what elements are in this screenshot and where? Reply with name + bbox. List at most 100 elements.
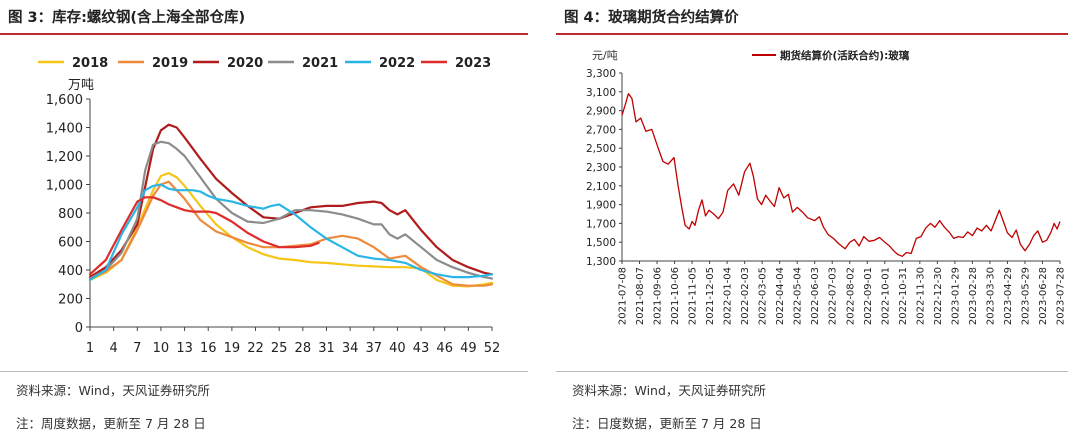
x-tick-label: 4 (110, 341, 118, 356)
x-tick-label: 2022-09-01 (863, 267, 874, 325)
x-tick-label: 16 (200, 341, 217, 356)
y-tick-label: 800 (58, 207, 83, 222)
legend-item-2020: 2020 (193, 56, 263, 71)
rebar-chart-title: 图 3：库存:螺纹钢(含上海全部仓库) (8, 10, 246, 26)
x-tick-label: 49 (460, 341, 477, 356)
x-tick-label: 2022-08-02 (845, 267, 856, 325)
y-axis-unit: 万吨 (68, 78, 94, 93)
x-tick-label: 2022-02-03 (740, 267, 751, 325)
rebar-chart-note: 注：周度数据，更新至 7 月 28 日 (16, 416, 206, 431)
y-tick-label: 1,200 (46, 150, 83, 165)
x-tick-label: 2023-01-29 (950, 267, 961, 325)
x-tick-label: 2021-11-05 (688, 267, 699, 325)
glass-chart-source: 资料来源：Wind，天风证券研究所 (572, 383, 766, 398)
x-tick-label: 43 (413, 341, 430, 356)
x-tick-label: 2023-05-29 (1021, 267, 1032, 325)
x-tick-label: 2022-11-30 (915, 267, 926, 325)
x-tick-label: 25 (271, 341, 288, 356)
legend-label-2021: 2021 (302, 56, 338, 71)
legend-item-2022: 2022 (345, 56, 415, 71)
series-line-2022 (88, 183, 494, 282)
legend-label-2019: 2019 (152, 56, 188, 71)
y-tick-label: 1,300 (586, 256, 616, 268)
legend-item-glass: 期货结算价(活跃合约):玻璃 (752, 49, 910, 62)
title-divider (0, 33, 528, 35)
title-divider (556, 33, 1068, 35)
y-tick-label: 1,500 (586, 237, 616, 249)
series-line-glass (621, 93, 1061, 257)
x-tick-label: 2022-06-03 (810, 267, 821, 325)
y-tick-label: 1,400 (46, 122, 83, 137)
series-line-2023 (88, 196, 320, 276)
y-tick-label: 200 (58, 293, 83, 308)
x-tick-label: 2023-03-30 (985, 267, 996, 325)
x-tick-label: 2022-12-30 (933, 267, 944, 325)
y-tick-label: 0 (75, 321, 83, 336)
legend-item-2023: 2023 (421, 56, 491, 71)
legend-label-2020: 2020 (227, 56, 263, 71)
x-tick-label: 2022-10-01 (880, 267, 891, 325)
x-tick-label: 2021-12-05 (705, 267, 716, 325)
y-tick-label: 2,500 (586, 143, 616, 155)
rebar-chart-source: 资料来源：Wind，天风证券研究所 (16, 383, 210, 398)
y-tick-label: 3,300 (586, 68, 616, 80)
series-line-2020 (88, 123, 494, 279)
x-tick-label: 52 (484, 341, 501, 356)
source-divider (556, 371, 1068, 372)
legend-item-2018: 2018 (38, 56, 108, 71)
x-tick-label: 2021-09-06 (653, 267, 664, 325)
legend-label-2022: 2022 (379, 56, 415, 71)
series-line-2018 (88, 172, 494, 288)
source-divider (0, 371, 528, 372)
glass-futures-panel: 图 4：玻璃期货合约结算价 元/吨 期货结算价(活跃合约):玻璃 1,300 1,50… (556, 0, 1080, 435)
x-tick-label: 22 (247, 341, 264, 356)
x-tick-label: 2022-03-05 (758, 267, 769, 325)
x-tick-label: 2021-08-07 (635, 267, 646, 325)
x-tick-label: 2022-07-03 (828, 267, 839, 325)
legend-label-glass: 期货结算价(活跃合约):玻璃 (780, 49, 910, 62)
x-tick-label: 2023-07-28 (1056, 267, 1067, 325)
x-tick-label: 37 (365, 341, 382, 356)
x-tick-label: 2021-07-08 (618, 267, 629, 325)
glass-chart-title: 图 4：玻璃期货合约结算价 (564, 10, 739, 26)
x-tick-label: 28 (295, 341, 312, 356)
y-tick-label: 1,000 (46, 179, 83, 194)
y-tick-label: 600 (58, 236, 83, 251)
rebar-inventory-chart: 2018 2019 2020 2021 2022 2023 万吨 0 200 400 600 800 1… (38, 56, 501, 356)
x-tick-label: 19 (224, 341, 241, 356)
x-tick-label: 13 (176, 341, 193, 356)
legend-item-2019: 2019 (118, 56, 188, 71)
glass-chart-note: 注：日度数据，更新至 7 月 28 日 (572, 416, 762, 431)
x-tick-label: 2022-01-04 (723, 267, 734, 325)
legend-label-2023: 2023 (455, 56, 491, 71)
x-tick-label: 34 (342, 341, 359, 356)
y-tick-label: 1,700 (586, 218, 616, 230)
x-tick-label: 2021-10-06 (670, 267, 681, 325)
legend-item-2021: 2021 (268, 56, 338, 71)
series-line-2021 (88, 140, 494, 280)
y-tick-label: 2,900 (586, 106, 616, 118)
x-tick-label: 40 (389, 341, 406, 356)
rebar-inventory-panel: 图 3：库存:螺纹钢(含上海全部仓库) 2018 2019 2020 2021 2022… (0, 10, 528, 431)
y-axis-unit: 元/吨 (592, 49, 618, 62)
x-tick-label: 7 (133, 341, 141, 356)
x-tick-label: 46 (436, 341, 453, 356)
x-tick-label: 2022-05-04 (793, 267, 804, 325)
x-tick-label: 2023-06-28 (1038, 267, 1049, 325)
x-tick-label: 1 (86, 341, 94, 356)
legend-label-2018: 2018 (72, 56, 108, 71)
y-tick-label: 3,100 (586, 87, 616, 99)
y-tick-label: 2,100 (586, 181, 616, 193)
y-tick-label: 400 (58, 264, 83, 279)
x-tick-label: 2022-04-04 (775, 267, 786, 325)
x-tick-label: 31 (318, 341, 335, 356)
y-tick-label: 2,700 (586, 124, 616, 136)
x-tick-label: 10 (153, 341, 170, 356)
x-tick-label: 2022-10-31 (898, 267, 909, 325)
y-tick-label: 1,900 (586, 200, 616, 212)
glass-futures-chart: 元/吨 期货结算价(活跃合约):玻璃 1,300 1,500 1,700 1,900 2,1… (586, 49, 1067, 325)
y-tick-label: 1,600 (46, 93, 83, 108)
y-tick-label: 2,300 (586, 162, 616, 174)
x-tick-label: 2023-02-28 (968, 267, 979, 325)
x-tick-label: 2023-04-29 (1003, 267, 1014, 325)
